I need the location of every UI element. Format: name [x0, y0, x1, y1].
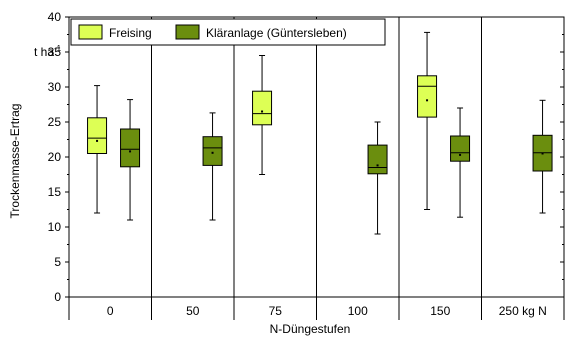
x-category-label: 150 [430, 304, 450, 318]
y-tick-label: 40 [48, 10, 62, 24]
y-tick-label: 10 [48, 220, 62, 234]
mean-marker [211, 151, 214, 154]
mean-marker [129, 150, 132, 153]
group-separators [151, 17, 482, 320]
box-iqr [120, 128, 141, 168]
mean-marker [96, 139, 99, 142]
x-category-label: 250 kg N [499, 304, 547, 318]
x-category-label: 100 [348, 304, 368, 318]
box-klaeranlage [532, 99, 553, 214]
box-klaeranlage [120, 99, 141, 221]
box-freising [87, 85, 108, 214]
legend-box [70, 18, 386, 46]
y-tick-label: 15 [48, 185, 62, 199]
legend-label: Freising [109, 26, 152, 40]
unit-label: t ha-1 [34, 44, 62, 59]
y-tick-label: 35 [48, 45, 62, 59]
y-tick-label: 30 [48, 80, 62, 94]
box-klaeranlage [450, 107, 471, 218]
box-iqr [417, 75, 438, 118]
box-iqr [252, 90, 273, 126]
mean-marker [426, 99, 429, 102]
tick-labels: 0 5 10 15 20 25 30 35 40 0 50 75 100 150 250 kg N [48, 10, 547, 318]
y-axis-title: Trockenmasse-Ertrag [8, 104, 22, 219]
box-iqr [87, 117, 108, 155]
box-iqr [202, 136, 223, 166]
x-axis-title: N-Düngestufen [270, 322, 351, 336]
legend: Freising Kläranlage (Güntersleben) [70, 18, 386, 46]
x-category-label: 50 [186, 304, 200, 318]
box-klaeranlage [367, 121, 388, 235]
legend-label: Kläranlage (Güntersleben) [206, 26, 347, 40]
mean-marker [261, 110, 264, 113]
axes [65, 16, 565, 320]
box-iqr [450, 135, 471, 162]
y-tick-label: 20 [48, 150, 62, 164]
box-freising [417, 31, 438, 210]
y-tick-label: 5 [54, 255, 61, 269]
box-klaeranlage [202, 112, 223, 221]
legend-swatch [78, 24, 103, 40]
mean-marker [376, 164, 379, 167]
box-iqr [367, 144, 388, 175]
box-freising [252, 55, 273, 175]
x-category-label: 75 [269, 304, 283, 318]
unit-superscript: -1 [54, 44, 62, 53]
unit-text: t ha [34, 45, 54, 59]
x-category-label: 0 [107, 304, 114, 318]
y-tick-label: 25 [48, 115, 62, 129]
mean-marker [459, 153, 462, 156]
mean-marker [541, 152, 544, 155]
y-tick-label: 0 [54, 290, 61, 304]
legend-swatch [175, 24, 200, 40]
box-layer [87, 31, 553, 235]
